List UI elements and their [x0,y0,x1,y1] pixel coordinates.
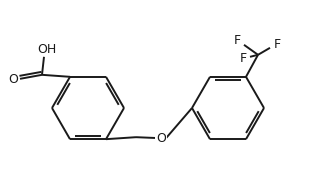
Text: OH: OH [37,43,57,56]
Text: O: O [8,73,18,86]
Text: O: O [156,132,166,145]
Text: F: F [239,52,247,65]
Text: F: F [234,34,241,47]
Text: F: F [273,38,281,51]
